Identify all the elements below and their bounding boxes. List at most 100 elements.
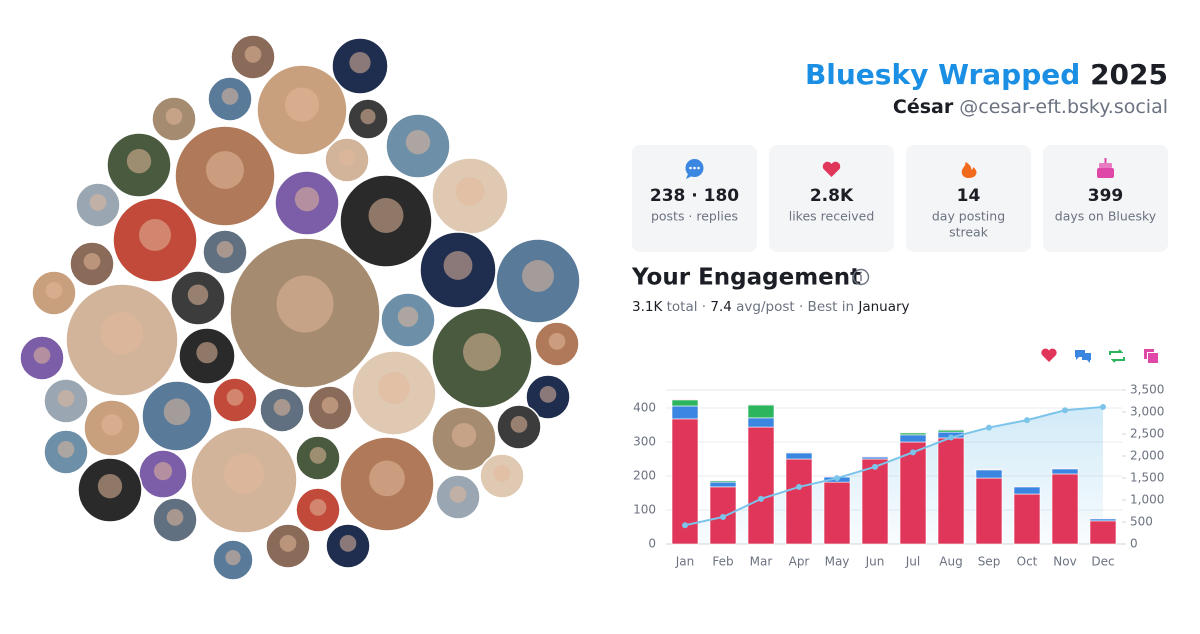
- bar-segment: [975, 469, 1003, 479]
- legend-icon[interactable]: [1144, 349, 1158, 363]
- avatar-face: [89, 194, 107, 211]
- user-name: César: [893, 96, 954, 118]
- x-tick-label: Mar: [750, 555, 773, 569]
- avatar-face: [244, 46, 262, 63]
- avatar-face: [493, 465, 511, 482]
- bar-segment: [1013, 485, 1041, 488]
- avatar-face: [216, 241, 234, 258]
- avatar-face: [539, 386, 557, 403]
- avatar-face: [276, 275, 334, 333]
- avatar-face: [397, 306, 419, 328]
- y-tick-label: 400: [633, 401, 656, 415]
- stat-cards: 238 · 180 posts · replies 2.8K likes rec…: [632, 145, 1168, 252]
- avatar-face: [294, 187, 320, 212]
- avatar-face: [522, 260, 554, 292]
- y-tick-label: 300: [633, 435, 656, 449]
- x-tick-label: Jun: [865, 555, 885, 569]
- total: 3.1K: [632, 299, 663, 315]
- bar-segment: [747, 403, 775, 406]
- avatar-face: [463, 333, 501, 371]
- avatar-face: [187, 284, 209, 306]
- avatar-face: [548, 333, 566, 350]
- x-tick-label: Jan: [675, 555, 695, 569]
- avatar-face: [166, 509, 184, 526]
- avatar-face: [126, 149, 152, 174]
- avatar-face: [279, 535, 297, 552]
- bar-segment: [1013, 486, 1041, 495]
- stat-value: 2.8K: [810, 186, 854, 206]
- bar-segment: [709, 481, 737, 488]
- avatar-face: [83, 252, 101, 270]
- line: [684, 405, 1104, 527]
- avatar-face: [206, 151, 244, 189]
- avatar-face: [223, 453, 265, 494]
- bar-segment: [937, 429, 965, 433]
- bar-segment: [899, 432, 927, 436]
- bar-segment: [899, 431, 927, 434]
- stat-value: 238 · 180: [650, 186, 739, 206]
- x-tick-label: Sep: [978, 555, 1001, 569]
- stat-label: streak: [949, 225, 989, 240]
- line-point: [1024, 417, 1030, 424]
- y2-tick-label: 1,000: [1130, 493, 1164, 507]
- bar-segment: [1051, 468, 1079, 475]
- avatar-face: [196, 342, 218, 364]
- avatar-face: [57, 441, 75, 458]
- stat-card: [632, 145, 757, 252]
- avg-label: avg/post · Best in: [732, 299, 858, 315]
- y2-tick-label: 2,000: [1130, 449, 1164, 463]
- avatar-face: [226, 389, 244, 406]
- bar-segment: [1051, 467, 1079, 470]
- y2-tick-label: 500: [1130, 515, 1153, 529]
- user-handle: @cesar-eft.bsky.social: [959, 96, 1168, 118]
- bar-segment: [785, 458, 813, 545]
- avatar-face: [339, 535, 357, 552]
- x-tick-label: Dec: [1091, 555, 1114, 569]
- bar-segment: [899, 434, 927, 443]
- bar-segment: [1051, 473, 1079, 545]
- bar-segment: [709, 479, 737, 482]
- legend-icon[interactable]: [1109, 349, 1125, 363]
- bar-segment: [747, 404, 775, 419]
- icon-cake: [1097, 158, 1114, 178]
- x-tick-label: Oct: [1017, 555, 1038, 569]
- avatar-face: [273, 399, 291, 416]
- y-tick-label: 200: [633, 469, 656, 483]
- bar-segment: [1013, 493, 1041, 545]
- avatar-face: [443, 251, 473, 280]
- line-point: [1100, 403, 1106, 410]
- avatar-face: [449, 486, 467, 503]
- bar-segment: [785, 451, 813, 453]
- avatar-face: [57, 390, 75, 407]
- bar-segment: [823, 481, 851, 545]
- section-title: Your Engagement: [631, 265, 861, 291]
- avatar-face: [100, 312, 144, 355]
- x-tick-label: Jul: [905, 555, 920, 569]
- icon-fire: [961, 162, 977, 178]
- stat-label: day posting: [932, 209, 1005, 224]
- info-icon[interactable]: [852, 268, 870, 286]
- bar-segment: [747, 426, 775, 545]
- avatar-face: [338, 149, 356, 166]
- bar-segment: [747, 417, 775, 428]
- avatar-face: [510, 416, 528, 433]
- x-tick-label: Nov: [1053, 555, 1076, 569]
- bar-segment: [785, 452, 813, 460]
- x-tick-label: Feb: [712, 555, 733, 569]
- bar-segment: [1089, 517, 1117, 520]
- legend-icon[interactable]: [1075, 350, 1091, 363]
- line-point: [986, 424, 992, 431]
- stat-label: likes received: [789, 209, 875, 224]
- stat-card: [769, 145, 894, 252]
- title: Bluesky Wrapped 2025: [805, 58, 1168, 91]
- stat-value: 399: [1088, 186, 1124, 206]
- line-point: [720, 513, 726, 520]
- avatar-face: [153, 462, 173, 481]
- title-brand: Bluesky Wrapped: [805, 58, 1080, 91]
- x-tick-label: Aug: [939, 555, 962, 569]
- legend-icon[interactable]: [1041, 348, 1057, 362]
- bar-segment: [975, 477, 1003, 545]
- best-month: January: [857, 299, 909, 315]
- avatar-face: [378, 372, 410, 404]
